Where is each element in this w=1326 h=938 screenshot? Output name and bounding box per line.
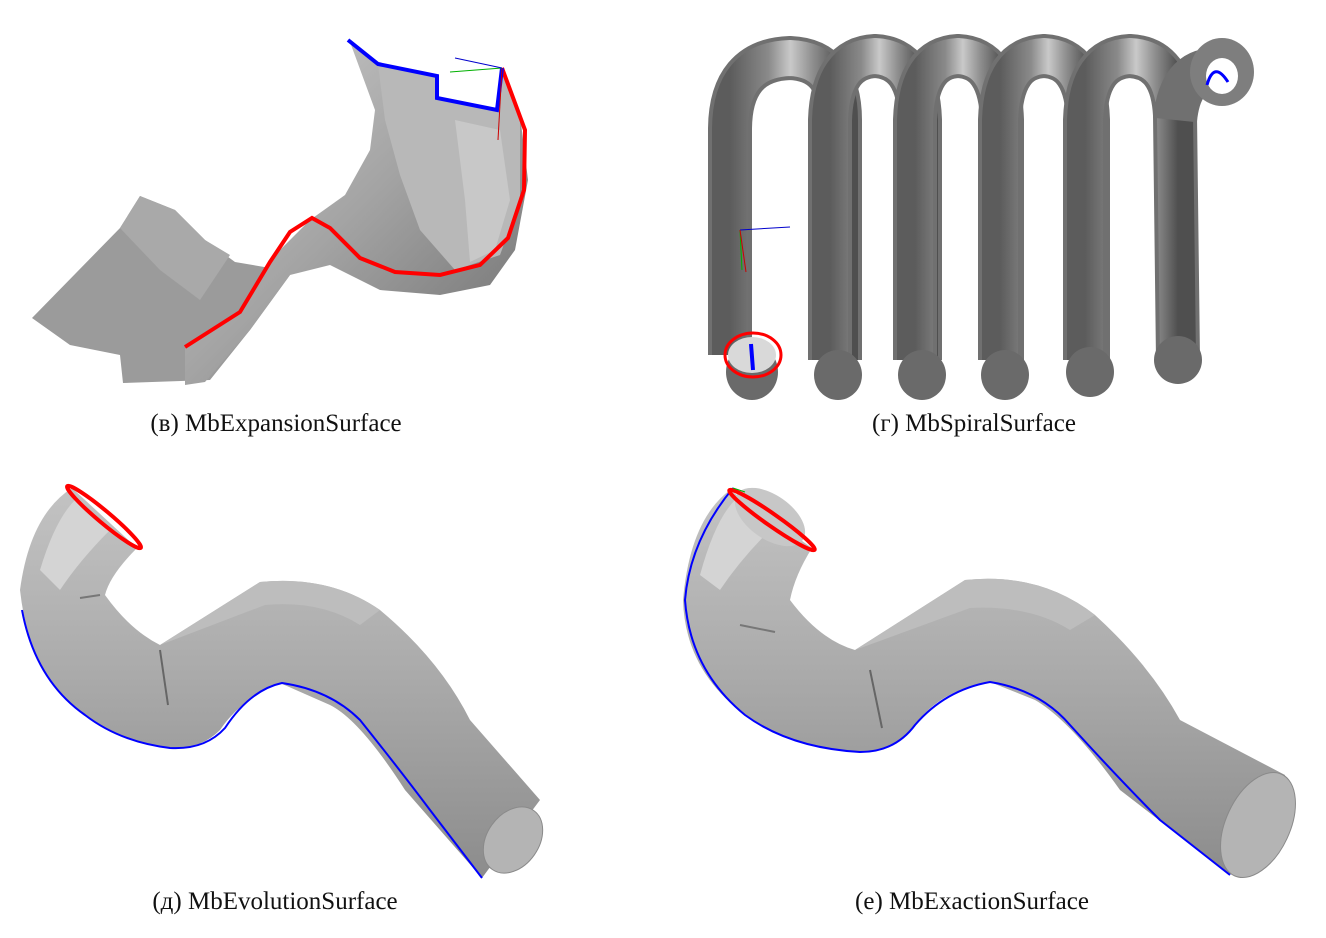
exaction-end-cap — [1220, 771, 1296, 879]
exaction-surface-illustration — [683, 487, 1296, 879]
axis-blue — [454, 57, 503, 69]
evolution-red-ring — [65, 483, 143, 551]
caption-spiral-surface: (г) MbSpiralSurface — [872, 410, 1076, 437]
expansion-wall-highlight — [455, 120, 510, 262]
expansion-sheet-shade — [120, 196, 230, 300]
exaction-top-cap — [734, 487, 806, 547]
evolution-surface-illustration — [20, 483, 544, 879]
spiral-coils — [708, 33, 1217, 361]
evolution-end-cap — [482, 806, 544, 874]
evolution-blue-guide — [21, 609, 483, 879]
expansion-blue-profile — [346, 38, 504, 113]
axis-red — [497, 67, 503, 141]
caption-evolution-surface: (д) MbEvolutionSurface — [152, 888, 398, 915]
expansion-red-guide — [183, 67, 528, 349]
exaction-red-ring — [727, 487, 817, 553]
exaction-blue-guide — [683, 487, 1231, 876]
spiral-start-blue-mark — [749, 343, 755, 371]
evolution-pipe-highlight — [40, 500, 110, 590]
expansion-surface-illustration — [32, 38, 528, 385]
caption-exaction-surface: (е) MbExactionSurface — [855, 888, 1089, 915]
spiral-end-blue-arc — [1205, 70, 1230, 86]
spiral-surface-illustration — [708, 33, 1254, 400]
caption-expansion-surface: (в) MbExpansionSurface — [150, 410, 402, 437]
spiral-start-red-circle — [723, 331, 783, 379]
axis-green — [449, 67, 503, 73]
